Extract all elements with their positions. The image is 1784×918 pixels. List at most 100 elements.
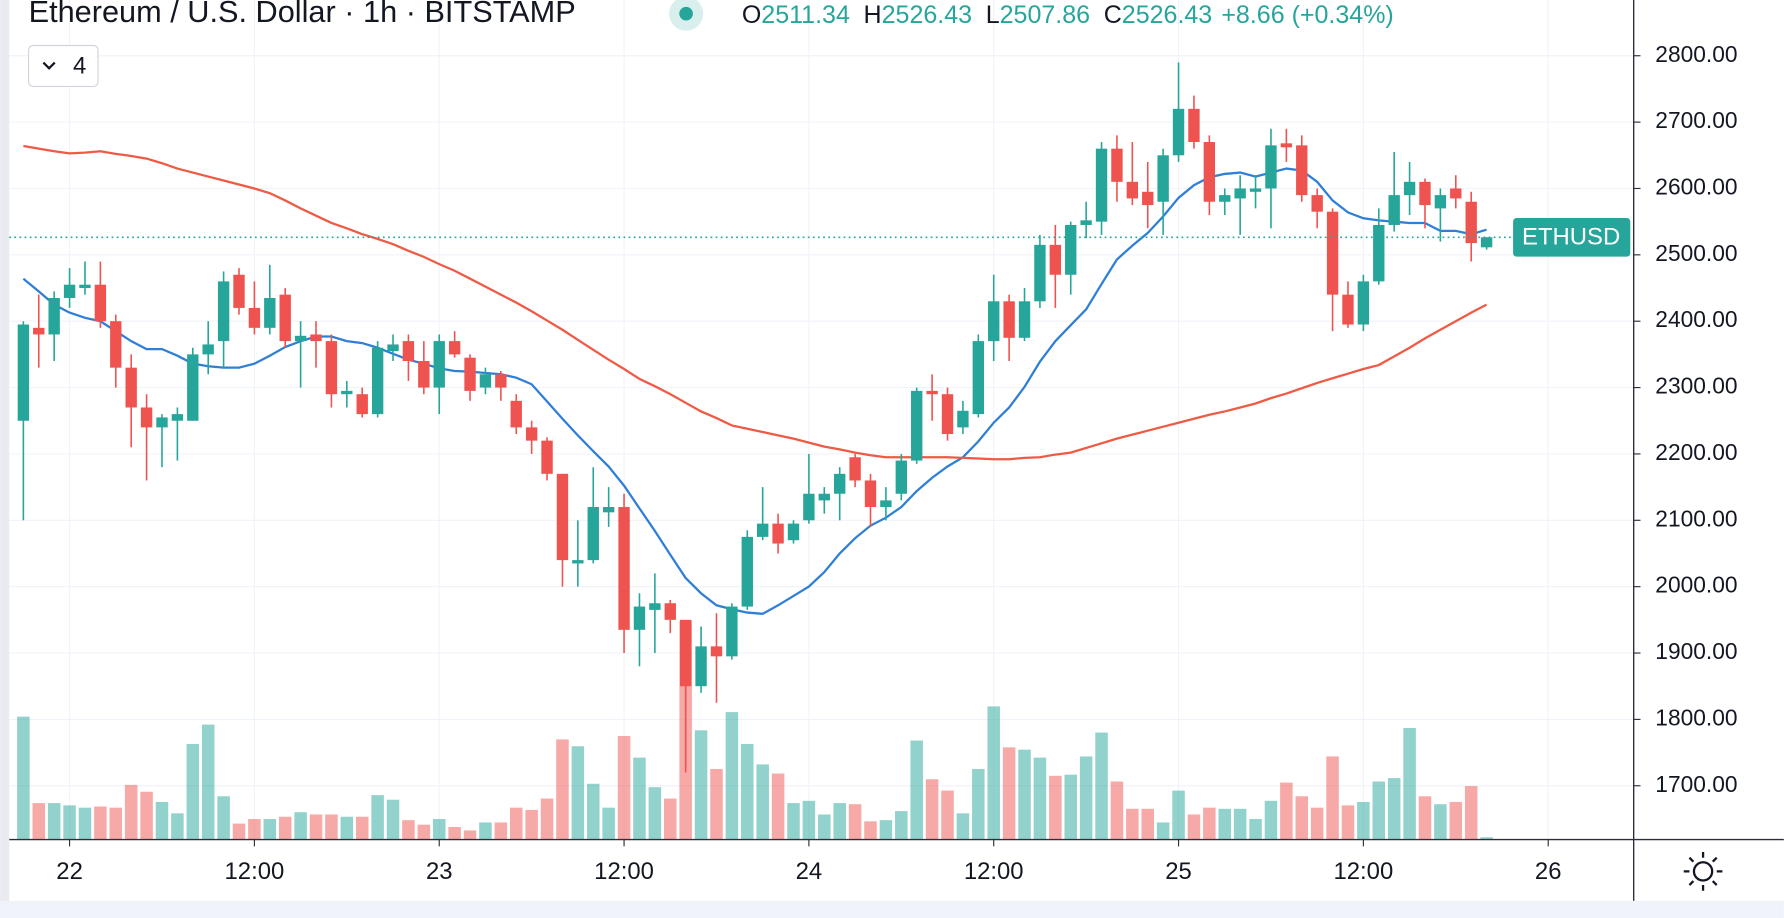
candle-body	[1065, 224, 1077, 275]
candle-body	[325, 341, 338, 395]
volume-bar	[1233, 808, 1247, 840]
volume-bar	[232, 823, 246, 840]
candle-body	[926, 390, 938, 395]
candle-body	[187, 354, 199, 421]
candle-body	[1018, 301, 1031, 338]
indicators-toggle[interactable]: 4	[28, 44, 99, 88]
candle-body	[726, 606, 738, 657]
volume-bar	[741, 743, 754, 840]
candle-body	[387, 344, 399, 352]
candle-body	[1203, 142, 1216, 202]
x-tick-label: 26	[1535, 858, 1562, 885]
volume-bar	[848, 804, 862, 840]
candle-body	[525, 427, 538, 441]
candle-body	[849, 457, 861, 481]
volume-bar	[186, 743, 200, 840]
volume-bar	[694, 730, 708, 840]
volume-bar	[1403, 728, 1416, 840]
sun-icon[interactable]	[1692, 861, 1714, 882]
y-tick-label: 2300.00	[1655, 373, 1737, 399]
candle-body	[1234, 188, 1246, 199]
candle-body	[1095, 148, 1108, 222]
volume-bar	[617, 735, 631, 840]
y-tick-label: 2800.00	[1655, 41, 1737, 67]
candle-body	[941, 394, 954, 435]
candle-body	[1434, 195, 1447, 209]
candle-body	[1172, 108, 1185, 156]
volume-bar	[1033, 757, 1047, 840]
candle-body	[1311, 195, 1323, 212]
change-value: +8.66 (+0.34%)	[1221, 1, 1393, 29]
volume-bar	[525, 809, 538, 840]
candle-body	[1450, 188, 1462, 199]
candle-body	[895, 460, 907, 494]
candle-body	[1142, 191, 1154, 206]
symbol-title: Ethereum / U.S. Dollar · 1h · BITSTAMP	[29, 0, 576, 29]
x-tick-label: 12:00	[225, 858, 285, 885]
candle-body	[140, 407, 153, 428]
candle-body	[1034, 244, 1046, 302]
candle-body	[864, 480, 877, 508]
volume-bar	[509, 807, 523, 840]
y-tick-label: 2000.00	[1655, 572, 1737, 598]
candle-body	[1388, 195, 1400, 225]
volume-bar	[864, 821, 877, 840]
y-tick-label: 2100.00	[1655, 505, 1737, 531]
x-tick-label: 23	[426, 858, 453, 885]
volume-bar	[710, 768, 723, 840]
candle-body	[110, 321, 122, 368]
moving-average-line	[23, 144, 1488, 461]
volume-bar	[1002, 747, 1016, 840]
x-tick-label: 12:00	[964, 858, 1024, 885]
candle-body	[587, 507, 599, 561]
volume-bar	[1126, 808, 1139, 840]
candle-body	[479, 374, 492, 388]
volume-bar	[895, 811, 908, 840]
bottom-edge	[0, 900, 1784, 918]
sun-rays	[1683, 852, 1723, 891]
settings-icon[interactable]	[1683, 852, 1723, 891]
close-value: 2526.43	[1122, 1, 1212, 29]
candle-body	[294, 335, 307, 342]
candle-body	[633, 606, 646, 630]
candle-body	[33, 327, 45, 335]
volume-bar	[1079, 756, 1093, 840]
candle-body	[1080, 220, 1092, 225]
y-tick-label: 2500.00	[1655, 240, 1737, 266]
candle-body	[17, 324, 30, 421]
candle-body	[125, 367, 137, 408]
y-tick-label: 1700.00	[1655, 771, 1737, 797]
volume-bar	[417, 824, 431, 840]
volume-bar	[556, 739, 569, 840]
candle-body	[1326, 211, 1339, 295]
volume-bar	[63, 805, 76, 840]
candle-body	[1126, 181, 1139, 199]
indicators-button[interactable]	[28, 44, 99, 88]
candle-body	[495, 374, 507, 388]
candle-body	[341, 390, 353, 395]
candle-body	[541, 440, 553, 474]
moving-average-line	[22, 167, 1487, 615]
volume-bar	[109, 807, 123, 840]
volume-bar	[941, 790, 954, 840]
symbol-badge-label: ETHUSD	[1522, 224, 1620, 251]
candle-body	[911, 390, 923, 461]
candle-body	[171, 414, 184, 421]
volume-bar	[1187, 814, 1201, 840]
candle-body	[1403, 181, 1416, 196]
candle-body	[1265, 145, 1277, 189]
y-tick-label: 1900.00	[1655, 638, 1737, 664]
candle-body	[217, 281, 230, 342]
candle-body	[402, 341, 415, 362]
candle-body	[572, 560, 584, 564]
candle-body	[1111, 148, 1123, 182]
ohlc-letter: C	[1104, 1, 1122, 29]
candle-body	[834, 473, 846, 494]
candle-body	[1049, 244, 1062, 275]
x-tick-label: 22	[56, 858, 83, 885]
volume-bar	[833, 803, 846, 840]
volume-bar	[540, 798, 554, 840]
volume-bar	[1310, 807, 1324, 840]
x-tick-label: 12:00	[1334, 858, 1394, 885]
volume-bar	[910, 740, 923, 840]
